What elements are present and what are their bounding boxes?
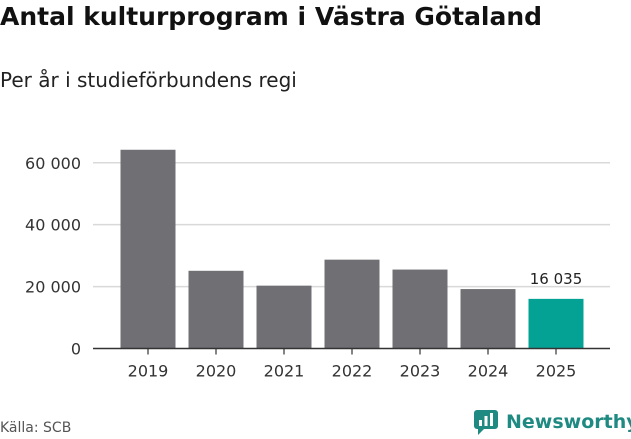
source-note: Källa: SCB [0,420,72,436]
x-tick-label: 2024 [468,362,509,381]
bar [188,270,244,349]
x-tick-label: 2023 [400,362,441,381]
x-tick-label: 2019 [128,362,169,381]
brand-name: Newsworthy [506,411,631,433]
bar [528,298,584,349]
y-tick-label: 0 [71,340,81,359]
data-label: 16 035 [530,270,583,288]
y-tick-label: 40 000 [25,216,81,235]
y-tick-label: 20 000 [25,278,81,297]
bar [324,259,380,349]
bar [256,285,312,349]
bar [120,149,176,349]
bar [392,269,448,349]
x-tick-label: 2025 [536,362,577,381]
chart-subtitle: Per år i studieförbundens regi [0,68,297,92]
x-tick-label: 2022 [332,362,373,381]
newsworthy-logo[interactable]: Newsworthy [474,407,631,437]
x-tick-label: 2020 [196,362,237,381]
y-tick-label: 60 000 [25,154,81,173]
x-tick-label: 2021 [264,362,305,381]
chart-title: Antal kulturprogram i Västra Götaland [0,2,543,31]
bar [460,289,516,349]
newsworthy-icon [474,410,498,435]
